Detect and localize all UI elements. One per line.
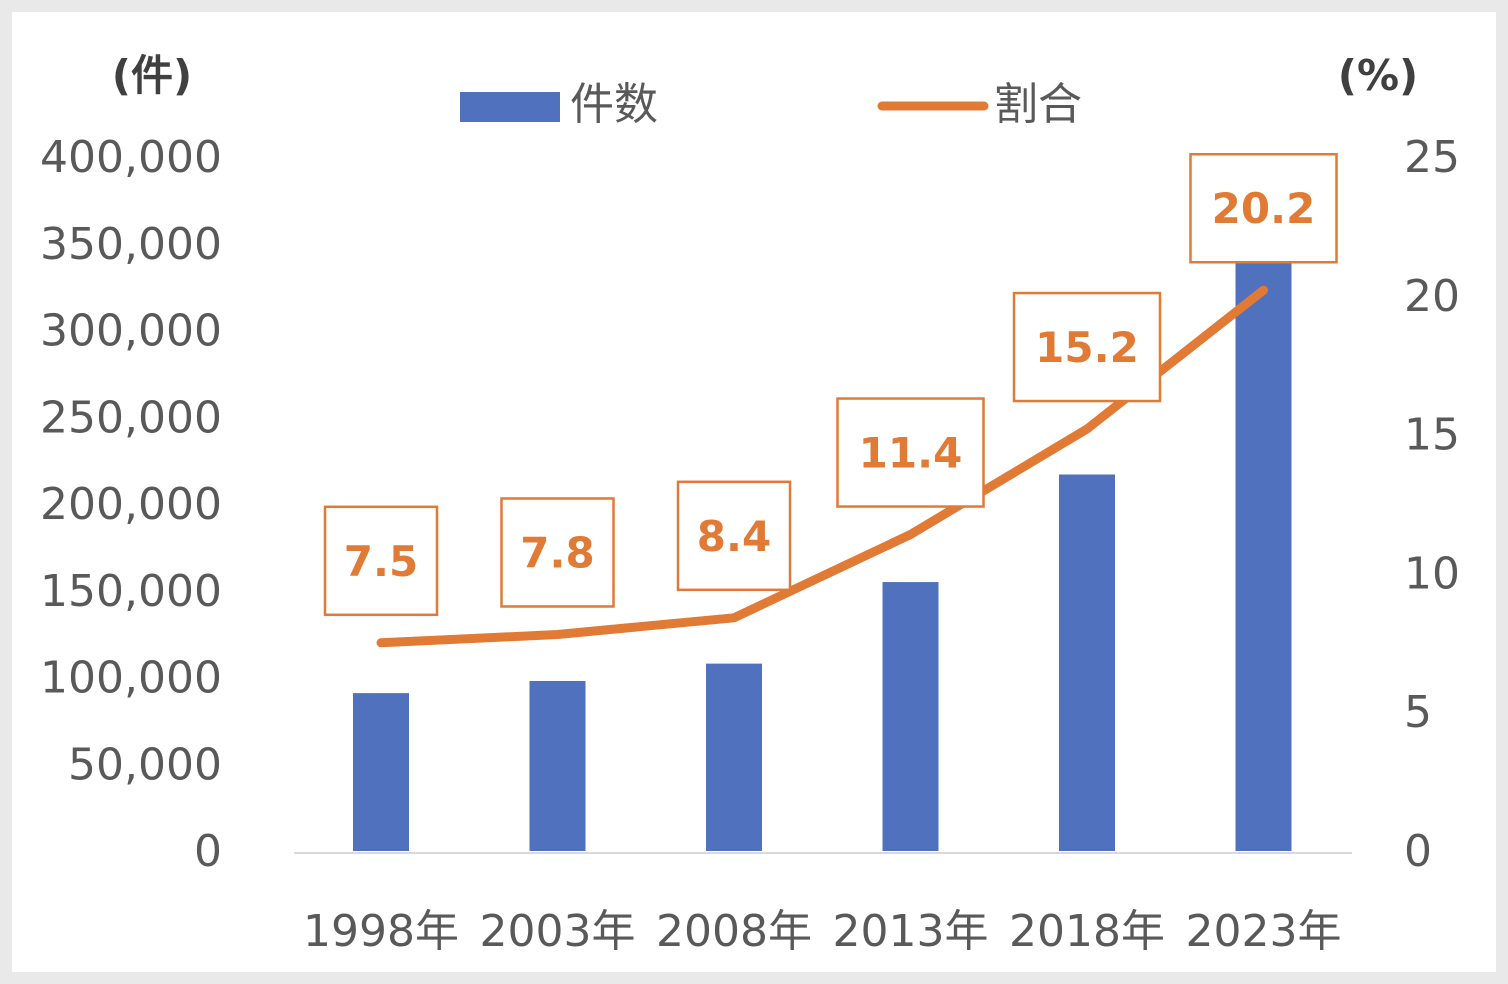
left-axis-ticks: 0 50,000 100,000 150,000 200,000 250,000 300,0… (40, 132, 222, 877)
left-tick-label: 350,000 (40, 219, 222, 270)
data-label-box (676, 480, 792, 592)
legend-bar-swatch (460, 92, 560, 122)
data-label: 11.4 (859, 429, 963, 478)
x-axis-labels: 1998年 2003年 2008年 2013年 2018年 2023年 (303, 906, 1341, 957)
data-label: 7.5 (344, 537, 418, 586)
x-tick-label: 2023年 (1186, 906, 1342, 957)
data-label-box (500, 497, 615, 608)
data-label: 7.8 (520, 528, 594, 577)
left-axis-unit: (件) (112, 51, 192, 100)
ratio-line (376, 285, 1268, 648)
left-tick-label: 400,000 (40, 132, 222, 183)
data-label-box (323, 505, 439, 617)
data-label-box (836, 397, 985, 508)
left-tick-label: 250,000 (40, 392, 222, 443)
left-tick-label: 100,000 (40, 653, 222, 704)
right-axis-ticks: 0 5 10 15 20 25 (1404, 132, 1460, 877)
x-tick-label: 2018年 (1009, 906, 1165, 957)
right-tick-label: 20 (1404, 271, 1460, 322)
bar (882, 582, 939, 851)
x-tick-label: 2013年 (833, 906, 989, 957)
bar (706, 663, 762, 851)
x-tick-label: 1998年 (303, 906, 459, 957)
left-tick-label: 200,000 (40, 479, 222, 530)
data-label: 20.2 (1212, 184, 1316, 233)
right-tick-label: 5 (1404, 687, 1432, 738)
right-tick-label: 15 (1404, 410, 1460, 461)
left-tick-label: 0 (194, 826, 222, 877)
combo-chart: (件) (%) 件数 割合 0 50,000 100,000 150,000 200,0… (40, 51, 1460, 957)
bar (353, 693, 409, 851)
data-labels: 7.5 7.8 8.4 11.4 15.2 20.2 (323, 152, 1338, 617)
data-label-box (1189, 152, 1338, 264)
bar (1235, 257, 1292, 851)
bars-series (353, 257, 1292, 851)
right-tick-label: 25 (1404, 132, 1460, 183)
legend-bar-label: 件数 (570, 79, 658, 130)
x-tick-label: 2003年 (480, 906, 636, 957)
chart-frame: (件) (%) 件数 割合 0 50,000 100,000 150,000 200,0… (12, 12, 1496, 972)
right-tick-label: 10 (1404, 548, 1460, 599)
x-tick-label: 2008年 (656, 906, 812, 957)
legend-line-label: 割合 (994, 79, 1082, 130)
left-tick-label: 300,000 (40, 306, 222, 357)
legend: 件数 割合 (460, 79, 1082, 130)
bar (1059, 474, 1115, 851)
data-label-box (1012, 291, 1162, 403)
left-tick-label: 50,000 (68, 739, 222, 790)
data-label: 15.2 (1035, 323, 1139, 372)
right-tick-label: 0 (1404, 826, 1432, 877)
data-label: 8.4 (697, 512, 771, 561)
bar (529, 680, 586, 851)
right-axis-unit: (%) (1338, 51, 1418, 100)
left-tick-label: 150,000 (40, 566, 222, 617)
